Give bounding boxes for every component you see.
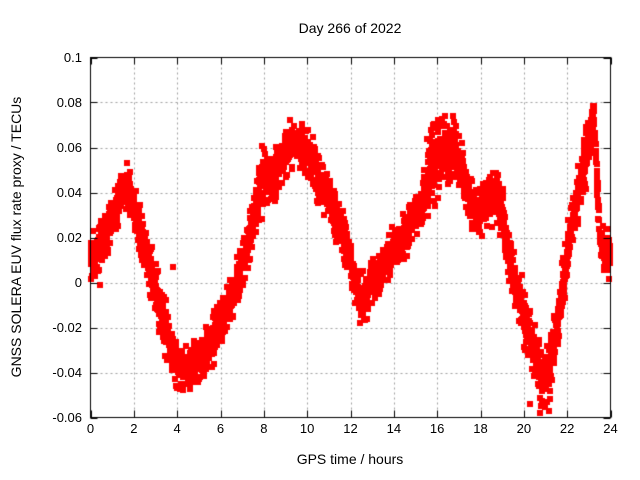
x-tick-label: 16 <box>429 421 445 436</box>
y-tick-label: 0.02 <box>56 229 82 245</box>
y-tick-label: -0.02 <box>52 319 82 335</box>
x-tick-label: 2 <box>130 421 138 436</box>
y-axis-label: GNSS SOLERA EUV flux rate proxy / TECUs <box>8 96 24 378</box>
x-tick-label: 4 <box>173 421 181 436</box>
y-tick-label: -0.06 <box>52 409 82 425</box>
x-tick-label: 0 <box>86 421 95 436</box>
x-tick-label: 14 <box>386 421 402 436</box>
x-tick-label: 10 <box>299 421 315 436</box>
x-tick-label: 12 <box>343 421 358 436</box>
y-tick-label: 0.04 <box>56 184 82 200</box>
x-tick-label: 20 <box>516 421 532 436</box>
y-tick-label: 0 <box>74 274 82 290</box>
y-tick-label: 0.06 <box>56 139 82 155</box>
x-tick-label: 8 <box>260 421 268 436</box>
y-tick-label: 0.08 <box>56 94 82 110</box>
x-axis-label: GPS time / hours <box>296 451 404 467</box>
x-tick-label: 24 <box>603 421 618 436</box>
y-tick-label: 0.1 <box>63 49 82 65</box>
x-tick-label: 22 <box>559 421 575 436</box>
x-tick-label: 6 <box>216 421 225 436</box>
x-tick-label: 18 <box>473 421 488 436</box>
chart-title: Day 266 of 2022 <box>298 20 402 36</box>
y-tick-label: -0.04 <box>52 364 82 380</box>
